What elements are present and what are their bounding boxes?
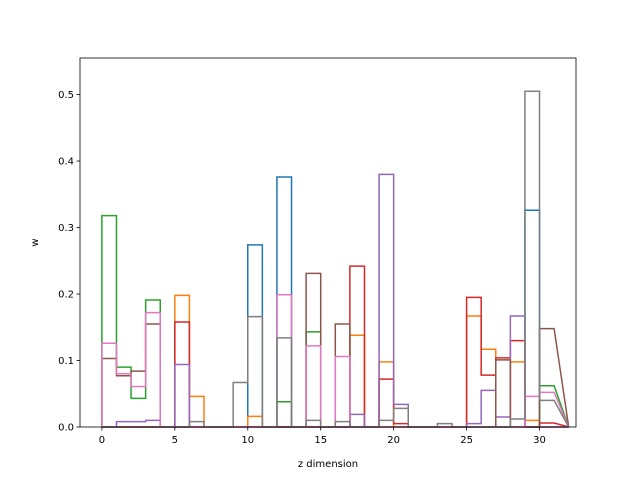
- x-tick-label: 20: [387, 435, 400, 446]
- x-tick-label: 25: [460, 435, 473, 446]
- x-tick-label: 0: [99, 435, 105, 446]
- plot-area: [80, 58, 576, 427]
- x-tick-label: 5: [172, 435, 178, 446]
- x-tick-label: 30: [533, 435, 546, 446]
- y-tick-label: 0.3: [58, 223, 74, 234]
- y-tick-label: 0.0: [58, 423, 74, 434]
- y-axis: 0.0 0.1 0.2 0.3 0.4 0.5: [58, 90, 80, 434]
- x-axis-label: z dimension: [298, 459, 358, 470]
- y-tick-label: 0.4: [58, 157, 74, 168]
- y-tick-label: 0.1: [58, 356, 74, 367]
- x-axis: 0 5 10 15 20 25 30: [99, 427, 546, 446]
- y-tick-label: 0.5: [58, 90, 74, 101]
- y-tick-label: 0.2: [58, 290, 74, 301]
- x-tick-label: 15: [314, 435, 327, 446]
- plot-frame: [79, 57, 577, 428]
- y-axis-label: w: [30, 238, 41, 246]
- x-tick-label: 10: [241, 435, 254, 446]
